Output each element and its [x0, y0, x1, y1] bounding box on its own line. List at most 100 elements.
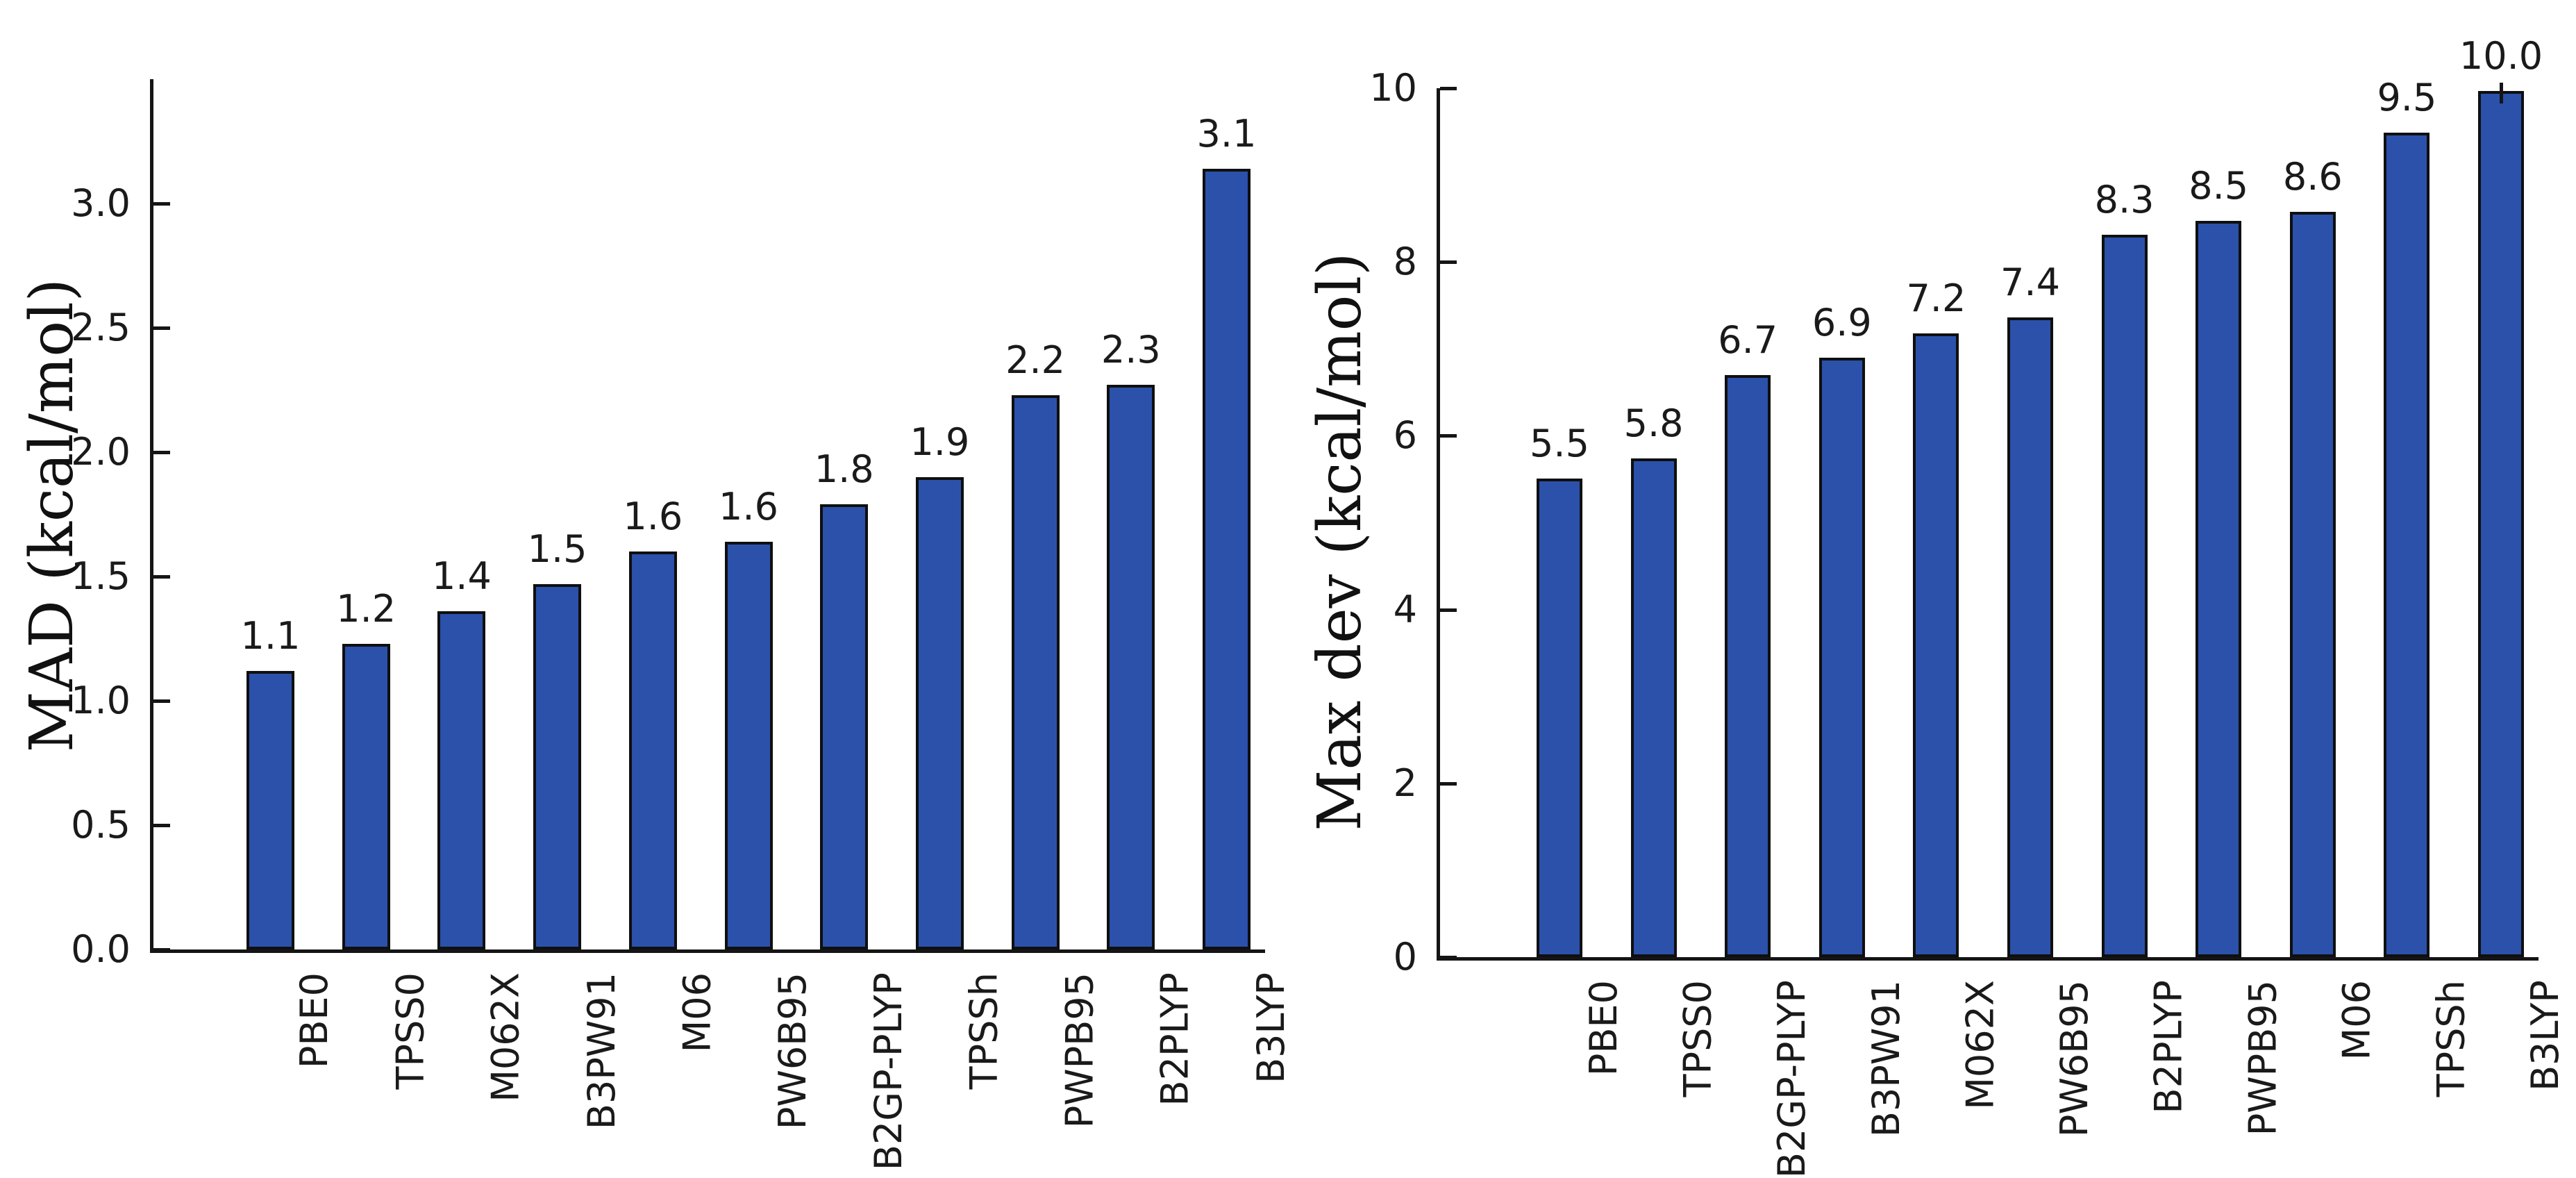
- bar: [2289, 211, 2336, 957]
- y-tick-mark: [153, 948, 170, 952]
- x-category-label-text: B3LYP: [1248, 972, 1293, 1084]
- x-category-label-text: M062X: [1958, 980, 2002, 1110]
- y-tick-mark: [153, 699, 170, 703]
- y-axis-title: Max dev (kcal/mol): [1305, 252, 1375, 831]
- bar-value-label: 6.7: [1718, 317, 1778, 362]
- bar: [1818, 357, 1865, 957]
- y-tick-label: 4: [1393, 587, 1417, 631]
- x-category-label-text: B3PW91: [579, 972, 624, 1130]
- y-tick-label: 2: [1393, 761, 1417, 805]
- y-tick-mark: [1440, 956, 1457, 959]
- bar-value-label: 7.2: [1906, 276, 1966, 320]
- x-category-label-text: PWPB95: [1057, 972, 1102, 1129]
- y-tick-mark: [1440, 781, 1457, 786]
- y-tick-mark: [153, 202, 170, 206]
- x-category-label-text: PWPB95: [2241, 980, 2285, 1136]
- y-axis-line: [1437, 88, 1440, 957]
- bar: [1630, 458, 1677, 957]
- y-tick-label: 1.5: [71, 554, 131, 598]
- bar: [2007, 317, 2053, 957]
- bar: [820, 504, 869, 949]
- bar-value-label: 1.5: [527, 526, 587, 571]
- x-category-label-text: TPSSh: [2429, 980, 2473, 1097]
- x-category-label-text: TPSSh: [962, 972, 1006, 1090]
- x-category-label-text: B2GP-PLYP: [866, 972, 910, 1171]
- bar: [1011, 395, 1060, 949]
- y-tick-label: 3.0: [71, 181, 131, 225]
- bar: [246, 671, 294, 949]
- y-tick-mark: [153, 326, 170, 330]
- x-category-label-text: PBE0: [292, 972, 337, 1069]
- bar-value-label: 1.8: [814, 447, 874, 492]
- error-bar-tick: [2500, 82, 2503, 103]
- x-category-label-text: M06: [2334, 980, 2379, 1061]
- bar-value-label: 1.4: [431, 554, 492, 599]
- x-axis-line: [1437, 957, 2539, 961]
- bar: [1203, 168, 1251, 949]
- y-tick-mark: [153, 824, 170, 827]
- y-tick-label: 0.0: [71, 927, 131, 971]
- x-category-label-text: M06: [675, 972, 719, 1053]
- bar: [342, 643, 390, 949]
- x-category-label-text: PBE0: [1582, 980, 1625, 1077]
- x-category-label-text: B2GP-PLYP: [1770, 980, 1814, 1178]
- bar-value-label: 1.1: [240, 614, 301, 658]
- bar-value-label: 2.2: [1005, 338, 1066, 382]
- x-category-label-text: M062X: [483, 972, 528, 1102]
- bar: [915, 476, 964, 949]
- bar-value-label: 8.5: [2189, 164, 2249, 208]
- bar-value-label: 1.2: [336, 586, 396, 631]
- y-axis-line: [150, 79, 153, 949]
- y-tick-mark: [1440, 87, 1457, 90]
- bar-value-label: 3.1: [1196, 111, 1257, 156]
- bar-value-label: 7.4: [2000, 260, 2060, 305]
- y-tick-label: 2.5: [71, 306, 131, 349]
- x-category-label-text: B3LYP: [2523, 980, 2567, 1091]
- bar-value-label: 1.6: [719, 484, 778, 529]
- y-tick-mark: [1440, 434, 1457, 438]
- y-tick-label: 1.0: [71, 679, 131, 722]
- bar: [1537, 478, 1582, 957]
- bar-value-label: 8.6: [2282, 154, 2343, 199]
- y-tick-label: 10: [1369, 66, 1417, 110]
- bar-value-label: 5.8: [1623, 401, 1684, 445]
- bar-value-label: 8.3: [2094, 178, 2155, 222]
- bar: [533, 583, 582, 949]
- bar: [724, 541, 773, 949]
- x-category-label-text: PW6B95: [771, 972, 814, 1130]
- y-tick-label: 2.0: [71, 430, 131, 474]
- y-tick-label: 8: [1393, 240, 1417, 284]
- bar: [1107, 385, 1155, 949]
- y-tick-mark: [153, 575, 170, 579]
- bar-value-label: 5.5: [1530, 421, 1589, 465]
- bar: [437, 611, 486, 949]
- x-category-label-text: B2PLYP: [2146, 980, 2191, 1114]
- x-category-label-text: B3PW91: [1864, 980, 1908, 1138]
- bar: [1913, 333, 1959, 957]
- x-axis-line: [150, 949, 1265, 953]
- y-axis-title: MAD (kcal/mol): [17, 278, 87, 753]
- y-tick-mark: [1440, 260, 1457, 265]
- y-tick-label: 0.5: [71, 803, 131, 847]
- bar-value-label: 2.3: [1101, 328, 1161, 372]
- bar: [2101, 235, 2148, 957]
- bar-value-label: 1.6: [623, 495, 683, 539]
- bar: [1725, 374, 1771, 957]
- x-category-label-text: B2PLYP: [1153, 972, 1197, 1106]
- bar: [2384, 132, 2430, 957]
- bar-value-label: 10.0: [2459, 33, 2543, 78]
- bar: [628, 551, 677, 949]
- bar: [2196, 221, 2242, 957]
- y-tick-mark: [1440, 608, 1457, 612]
- x-category-label-text: TPSS0: [388, 972, 433, 1090]
- bar-value-label: 1.9: [910, 420, 970, 464]
- y-tick-label: 6: [1393, 413, 1417, 458]
- x-category-label-text: PW6B95: [2052, 980, 2096, 1138]
- bar: [2478, 90, 2524, 957]
- bar-value-label: 6.9: [1812, 300, 1872, 345]
- y-tick-label: 0: [1393, 935, 1417, 979]
- bar-value-label: 9.5: [2377, 75, 2437, 119]
- chart-mad: MAD (kcal/mol) 0.0 0.5 1.0 1.5 2.0 2.5 3.0 1.1 P…: [0, 0, 1293, 1170]
- x-category-label-text: TPSS0: [1675, 980, 1720, 1097]
